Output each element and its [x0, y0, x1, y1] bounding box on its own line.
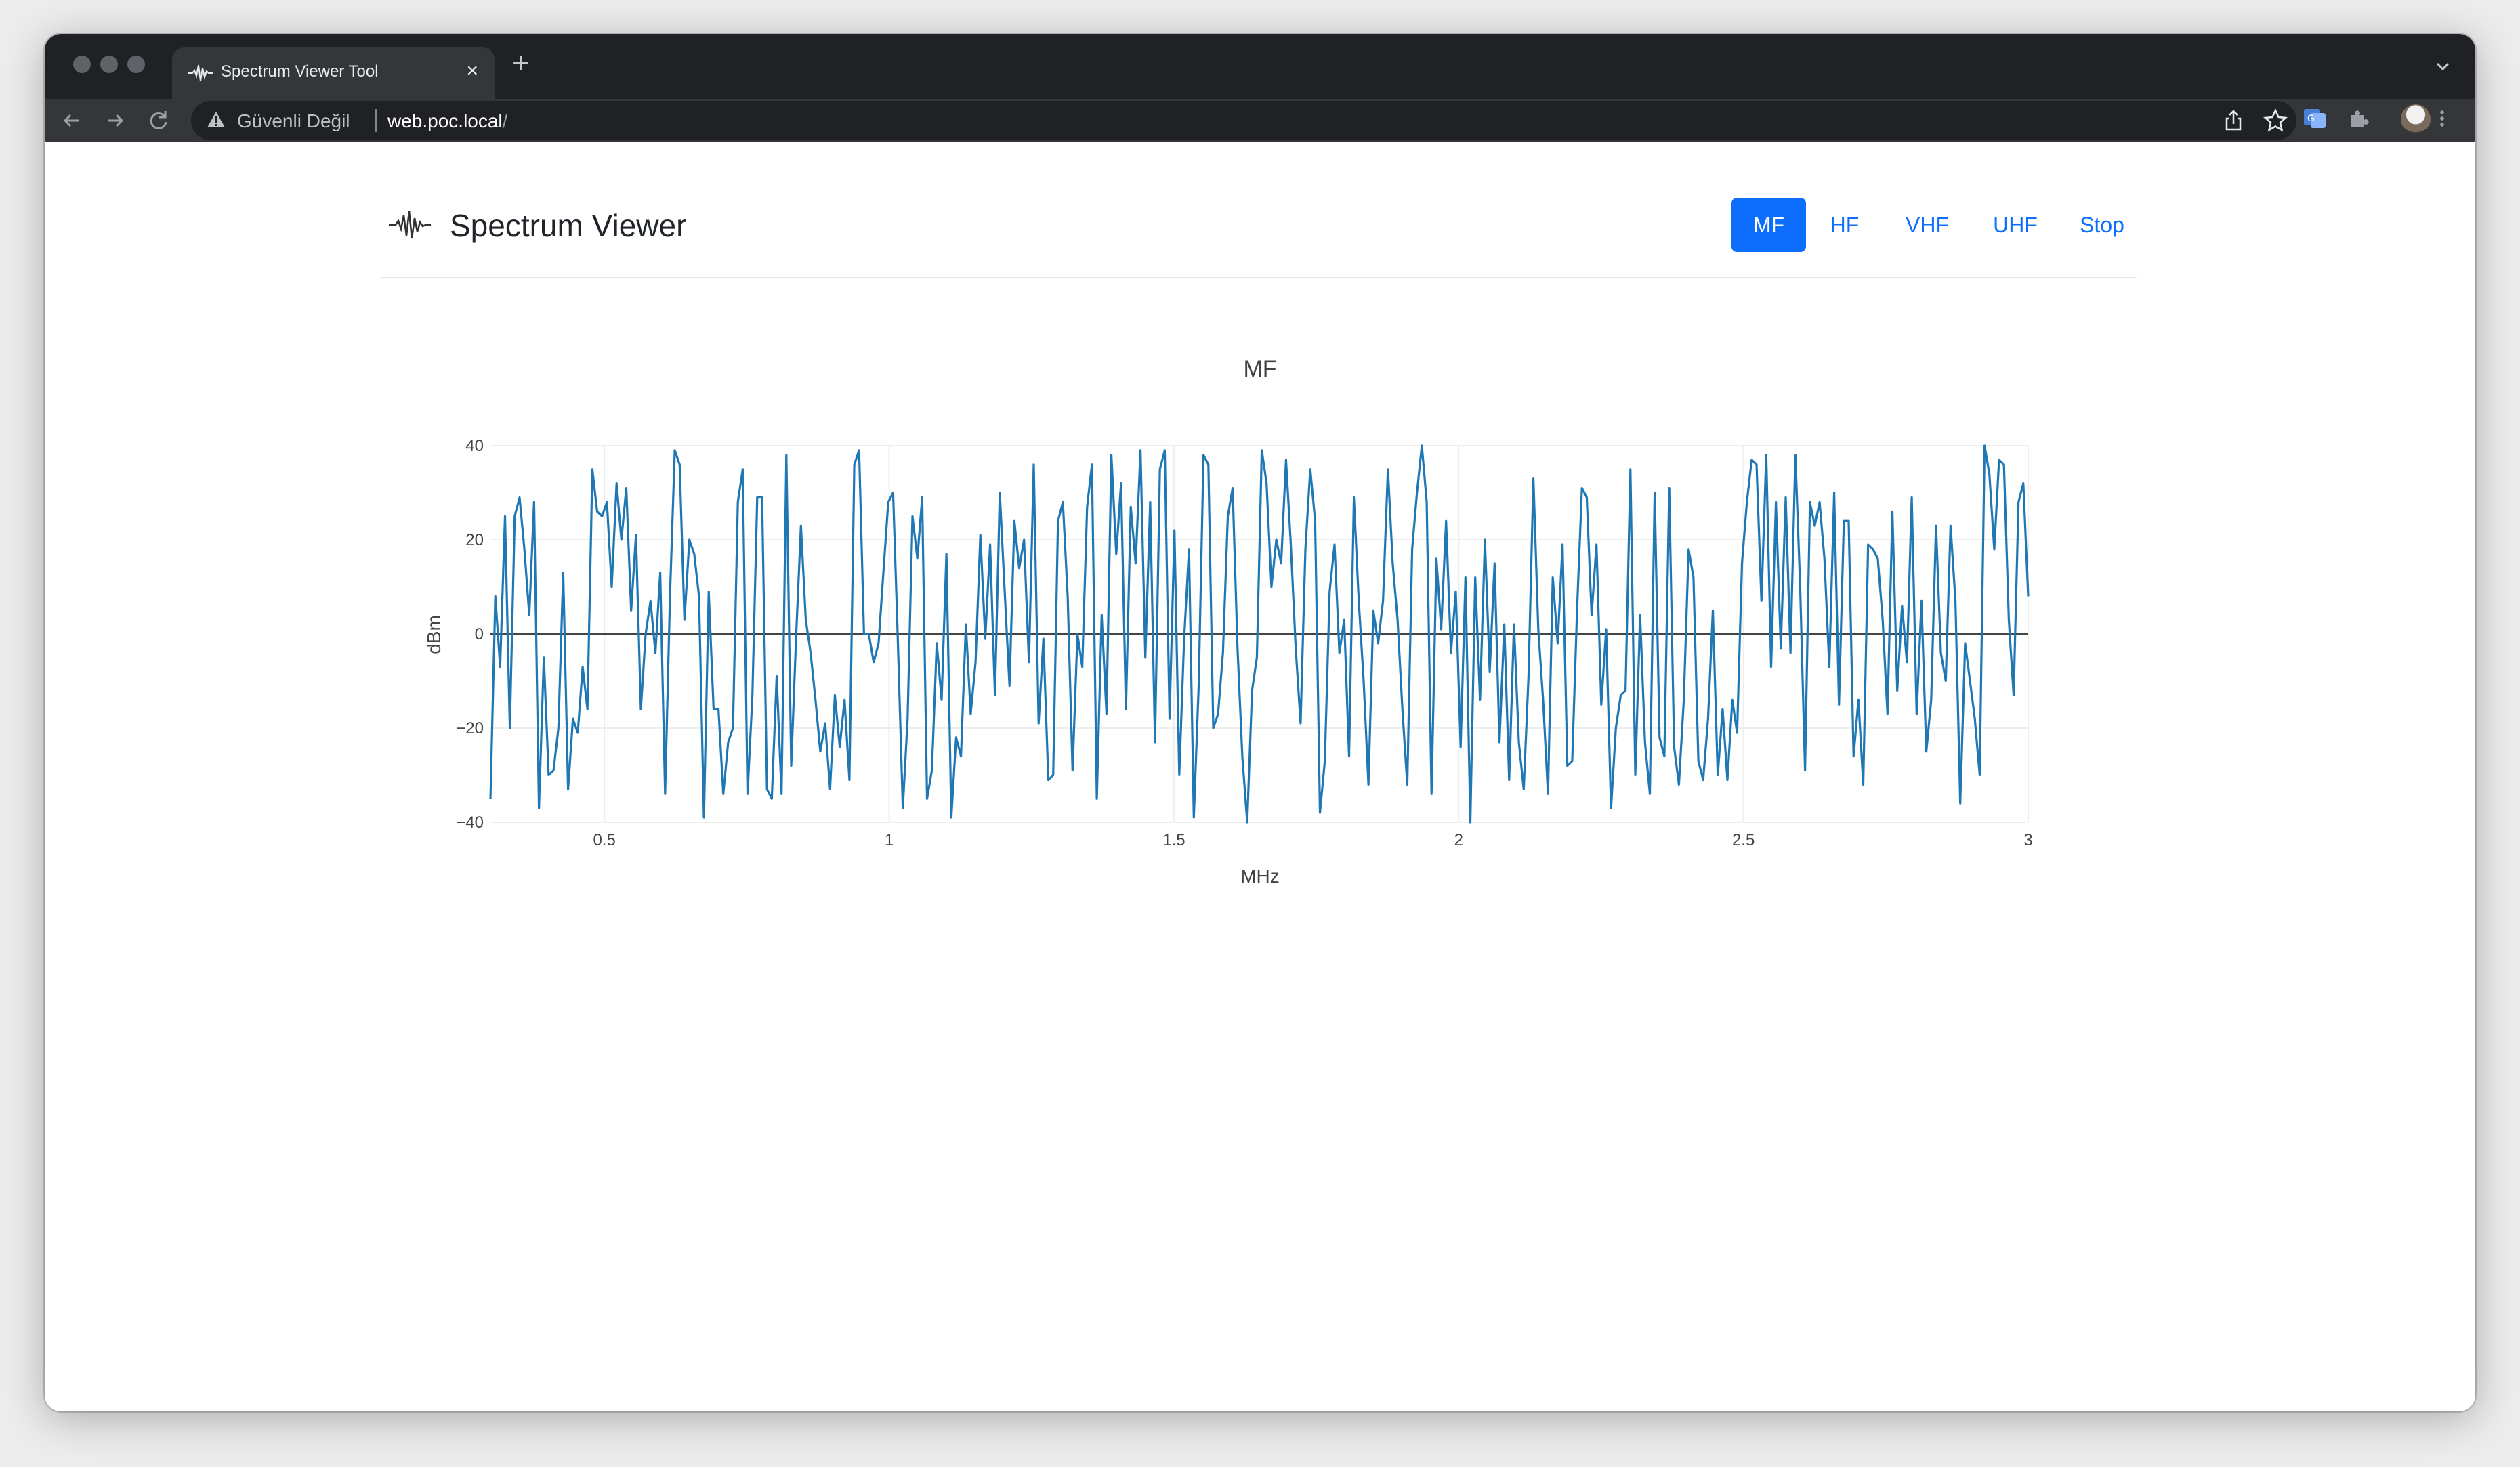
new-tab-icon[interactable]: +	[512, 47, 530, 80]
address-divider	[375, 109, 377, 132]
x-tick-label: 0.5	[593, 831, 615, 849]
spectrum-trace-line	[489, 444, 2030, 824]
x-tick-label: 1	[885, 831, 894, 849]
x-tick-label: 1.5	[1162, 831, 1185, 849]
chart-trace-layer	[489, 444, 2030, 824]
y-tick-label: 20	[465, 531, 484, 549]
tab-strip: Spectrum Viewer Tool × +	[45, 34, 2475, 99]
forward-arrow-icon[interactable]	[102, 107, 129, 134]
uhf-button[interactable]: UHF	[1993, 213, 2038, 237]
close-window-icon[interactable]	[73, 56, 91, 73]
tab-title: Spectrum Viewer Tool	[221, 62, 379, 81]
maximize-window-icon[interactable]	[127, 56, 145, 73]
svg-text:G: G	[2307, 112, 2315, 123]
app-brand: Spectrum Viewer	[450, 208, 687, 243]
url-text[interactable]: web.poc.local/	[387, 110, 507, 132]
minimize-window-icon[interactable]	[100, 56, 118, 73]
reload-icon[interactable]	[145, 107, 172, 134]
chart-ticks: 0.5 1 1.5 2 2.5 3 −40 −20 0 20 40	[456, 437, 2032, 849]
x-tick-label: 2.5	[1732, 831, 1755, 849]
y-tick-label: 40	[465, 437, 484, 455]
vhf-button[interactable]: VHF	[1906, 213, 1949, 237]
x-axis-label: MHz	[1240, 866, 1280, 887]
stop-button[interactable]: Stop	[2080, 213, 2124, 237]
waveform-logo-icon	[389, 211, 431, 239]
security-label[interactable]: Güvenli Değil	[237, 110, 350, 131]
chart-title: MF	[1243, 356, 1276, 382]
share-icon[interactable]	[2221, 108, 2246, 133]
header-divider	[381, 277, 2137, 278]
more-menu-icon[interactable]	[2429, 106, 2455, 131]
waveform-icon	[188, 64, 213, 82]
bookmark-star-icon[interactable]	[2263, 108, 2288, 133]
url-path: /	[502, 110, 508, 131]
browser-window: Spectrum Viewer Tool × + Güvenli Değil w…	[45, 34, 2475, 1411]
back-arrow-icon[interactable]	[58, 107, 85, 134]
hf-button[interactable]: HF	[1830, 213, 1860, 237]
y-tick-label: 0	[475, 625, 484, 643]
extensions-icon[interactable]	[2345, 106, 2371, 131]
chevron-down-icon[interactable]	[2429, 53, 2456, 80]
page-content: Spectrum Viewer MF HF VHF UHF Stop MF MH…	[45, 142, 2475, 1411]
browser-tab[interactable]: Spectrum Viewer Tool ×	[172, 47, 495, 99]
x-tick-label: 2	[1454, 831, 1463, 849]
spectrum-chart[interactable]: MF MHz dBm 0.5 1 1.5 2 2.5 3 −40 −20 0 20 40	[45, 142, 2475, 955]
x-tick-label: 3	[2023, 831, 2032, 849]
y-axis-label: dBm	[423, 615, 444, 654]
warning-icon[interactable]	[206, 110, 226, 130]
mf-button[interactable]: MF	[1731, 198, 1806, 252]
profile-avatar[interactable]	[2401, 104, 2431, 134]
y-tick-label: −20	[456, 719, 484, 738]
close-tab-icon[interactable]: ×	[466, 60, 478, 82]
translate-icon[interactable]: G	[2302, 106, 2328, 131]
address-bar[interactable]: Güvenli Değil web.poc.local/	[191, 101, 2296, 140]
url-host: web.poc.local	[387, 110, 503, 131]
y-tick-label: −40	[456, 813, 484, 832]
